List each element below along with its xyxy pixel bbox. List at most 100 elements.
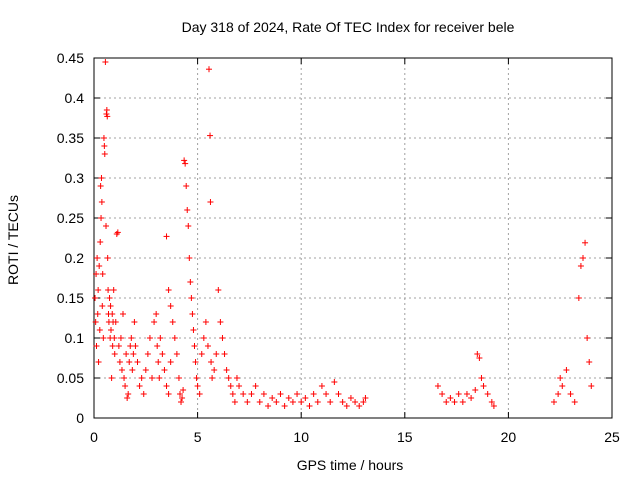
data-point (142, 367, 149, 373)
data-point (215, 287, 222, 293)
x-tick-label: 20 (501, 429, 517, 445)
data-point (104, 255, 111, 261)
data-point (144, 351, 151, 357)
data-point (285, 395, 292, 401)
data-point (476, 355, 483, 361)
data-point (171, 335, 178, 341)
data-point (99, 271, 106, 277)
data-point (146, 335, 153, 341)
x-tick-label: 15 (397, 429, 413, 445)
y-tick-label: 0.3 (65, 170, 85, 186)
data-point (207, 199, 214, 205)
data-point (94, 311, 101, 317)
data-point (101, 151, 108, 157)
x-tick-label: 10 (293, 429, 309, 445)
data-point (96, 263, 103, 269)
data-point (163, 233, 170, 240)
data-point (318, 383, 325, 389)
y-tick-label: 0.1 (65, 330, 85, 346)
data-point (490, 403, 497, 409)
data-point (127, 343, 134, 349)
data-point (260, 391, 267, 397)
data-point (204, 343, 211, 349)
plot-frame (93, 57, 613, 419)
data-point (488, 399, 495, 405)
y-tick-label: 0.05 (57, 370, 84, 386)
data-point (294, 391, 301, 397)
data-point (451, 399, 458, 405)
axis-ticks (93, 57, 613, 419)
data-point (107, 327, 114, 333)
data-point (343, 403, 350, 409)
data-point (189, 311, 196, 317)
data-point (575, 295, 582, 301)
data-point (579, 255, 586, 261)
data-point (175, 375, 182, 381)
data-point (577, 263, 584, 269)
data-point (196, 391, 203, 397)
data-point (265, 403, 272, 409)
data-point (100, 135, 107, 141)
data-point (98, 199, 105, 205)
data-point (439, 391, 446, 397)
data-point (209, 375, 216, 381)
data-point (134, 359, 141, 365)
data-point (352, 399, 359, 405)
data-point (167, 359, 174, 365)
data-point (233, 375, 240, 381)
data-point (159, 351, 166, 357)
data-point (130, 351, 137, 357)
data-point (236, 383, 243, 389)
data-point (180, 387, 187, 393)
data-point (219, 335, 226, 341)
y-tick-label: 0 (76, 410, 84, 426)
data-point (184, 207, 191, 213)
x-tick-label: 5 (194, 429, 202, 445)
data-point (116, 359, 123, 365)
data-point (110, 287, 117, 293)
y-tick-labels: 0 0.05 0.1 0.15 0.2 0.25 0.3 0.35 0.4 0.45 (57, 50, 84, 426)
data-point (163, 383, 170, 389)
data-point (559, 383, 566, 389)
data-point (98, 215, 105, 221)
data-point (183, 183, 190, 189)
data-point (582, 239, 589, 246)
y-tick-label: 0.15 (57, 290, 84, 306)
data-point (191, 343, 198, 349)
data-point (98, 175, 105, 181)
data-point (93, 343, 100, 349)
data-point (557, 375, 564, 381)
data-point (117, 335, 124, 341)
data-point (112, 319, 119, 325)
y-tick-label: 0.4 (65, 90, 85, 106)
data-point (217, 319, 224, 325)
y-tick-label: 0.35 (57, 130, 84, 146)
data-point (459, 399, 466, 405)
data-point (115, 343, 122, 349)
data-point (563, 367, 570, 373)
data-point (331, 379, 338, 385)
data-point (310, 391, 317, 397)
data-point (586, 359, 593, 365)
data-point (176, 391, 183, 397)
data-point (252, 383, 259, 389)
data-point (178, 399, 185, 405)
data-point (179, 395, 186, 401)
data-point (192, 359, 199, 365)
data-point (571, 399, 578, 405)
data-point (360, 399, 367, 405)
data-point (97, 239, 104, 245)
data-point (223, 367, 230, 373)
data-point (211, 367, 218, 373)
data-point (455, 391, 462, 397)
x-tick-label: 25 (604, 429, 620, 445)
data-point (111, 351, 118, 357)
data-point (277, 391, 284, 397)
data-point (200, 335, 207, 341)
y-tick-label: 0.25 (57, 210, 84, 226)
data-point (335, 391, 342, 397)
data-point (468, 395, 475, 401)
data-point (306, 403, 313, 409)
data-point (156, 375, 163, 381)
